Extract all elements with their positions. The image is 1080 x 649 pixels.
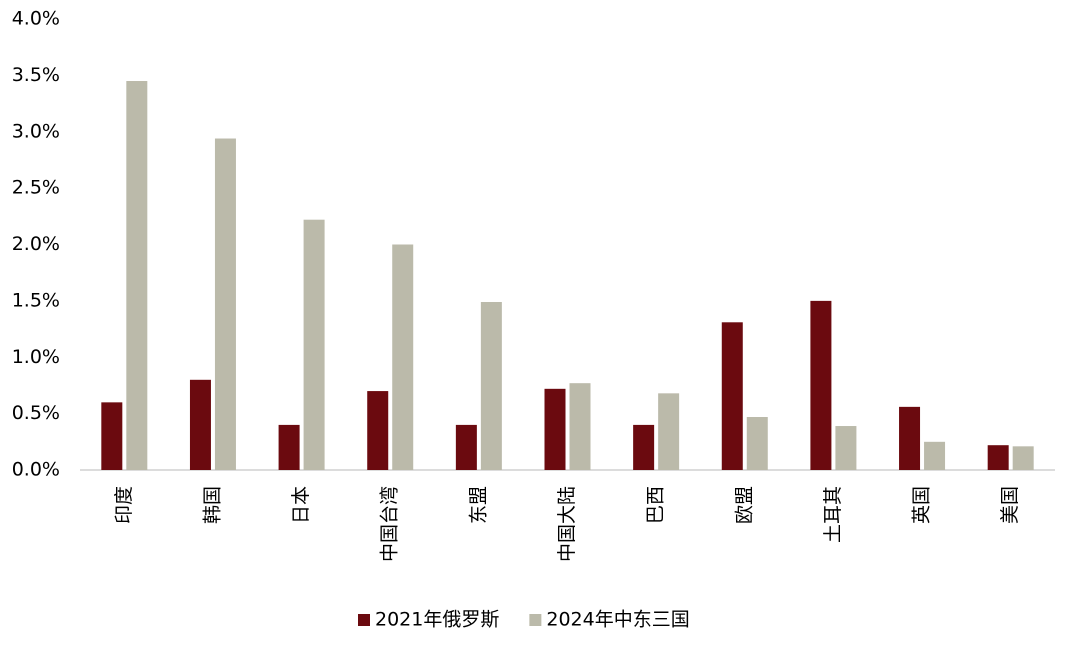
x-tick-label: 欧盟 [733,486,755,524]
legend-swatch [529,614,542,626]
bar [367,391,389,470]
bar [899,406,921,470]
bar [278,424,300,470]
x-tick-label: 土耳其 [822,486,844,543]
bar [1012,446,1034,470]
x-tick-label: 中国大陆 [556,486,578,562]
y-tick-label: 3.5% [12,64,60,86]
x-tick-label: 印度 [113,486,135,524]
bar [480,302,502,470]
x-tick-label: 美国 [999,486,1021,524]
legend-label: 2021年俄罗斯 [375,609,499,631]
bar [101,402,123,470]
bar [214,138,236,470]
x-tick-label: 东盟 [467,486,489,524]
legend-swatch [358,614,370,626]
bar [544,388,566,470]
bar [569,383,591,470]
bar [987,445,1009,470]
bar [392,244,414,470]
y-tick-label: 3.0% [12,120,60,142]
bar [746,417,768,470]
x-tick-label: 日本 [290,486,312,524]
bar [455,424,477,470]
bar [721,322,743,470]
y-tick-label: 1.5% [12,289,60,311]
x-tick-label: 巴西 [645,486,667,524]
bar [189,379,211,470]
bar [924,441,946,470]
y-tick-label: 4.0% [12,8,60,30]
x-tick-label: 中国台湾 [379,486,401,562]
y-tick-label: 1.0% [12,346,60,368]
bar [303,219,325,470]
bar [126,81,148,470]
x-tick-label: 英国 [911,486,933,524]
bar [633,424,655,470]
bar [810,300,832,470]
y-tick-label: 0.0% [12,459,60,481]
bar [658,393,680,470]
y-tick-label: 0.5% [12,402,60,424]
x-tick-label: 韩国 [201,486,223,524]
bar [835,426,857,470]
y-tick-label: 2.5% [12,177,60,199]
legend-label: 2024年中东三国 [546,609,689,631]
y-tick-label: 2.0% [12,233,60,255]
